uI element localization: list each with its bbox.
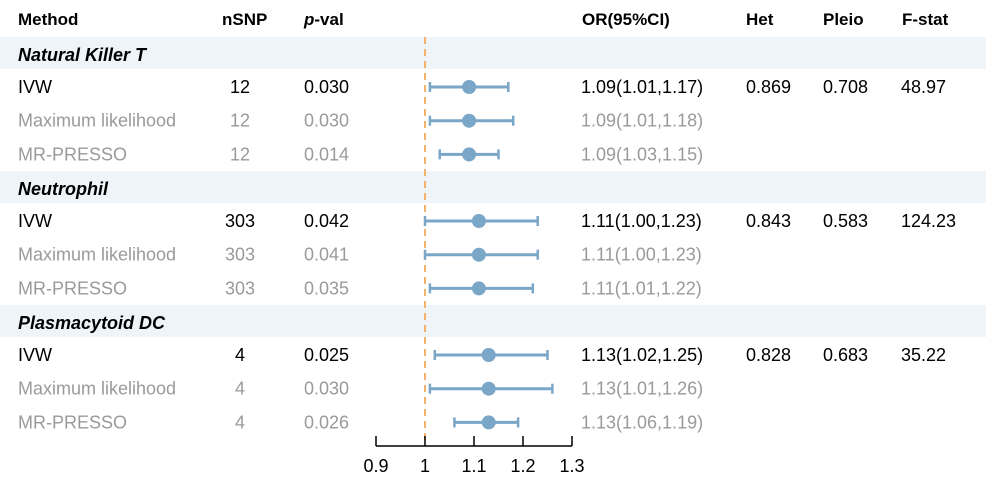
row-or-ci: 1.11(1.00,1.23) (581, 245, 702, 265)
row-or-ci: 1.11(1.00,1.23) (581, 211, 702, 231)
point-estimate (471, 214, 486, 228)
row-pval: 0.030 (304, 77, 349, 97)
row-or-ci: 1.13(1.01,1.26) (581, 379, 703, 399)
row-nsnp: 303 (225, 278, 255, 298)
row-het: 0.843 (746, 211, 791, 231)
row-nsnp: 4 (235, 412, 245, 432)
row-pval: 0.014 (304, 144, 349, 164)
row-nsnp: 303 (225, 211, 255, 231)
header-pval: p-val (303, 10, 344, 29)
estimate-marks (423, 80, 554, 430)
header-pleio: Pleio (823, 10, 864, 29)
header-pval-p: p (303, 10, 314, 29)
header-nsnp: nSNP (222, 10, 267, 29)
row-method: IVW (18, 77, 52, 97)
group-band (0, 305, 986, 337)
row-pval: 0.042 (304, 211, 349, 231)
point-estimate (481, 381, 496, 396)
row-pleio: 0.683 (823, 345, 868, 365)
x-tick-label: 1.3 (559, 456, 584, 476)
group-band (0, 37, 986, 69)
point-estimate (471, 247, 486, 262)
x-tick-label: 1.1 (461, 456, 486, 476)
row-or-ci: 1.09(1.03,1.15) (581, 144, 703, 164)
row-fstat: 48.97 (901, 77, 946, 97)
point-estimate (481, 348, 496, 362)
row-nsnp: 12 (230, 111, 250, 131)
table-body: Natural Killer T IVW 12 0.030 1.09(1.01,1.17… (18, 45, 956, 432)
row-nsnp: 12 (230, 77, 250, 97)
row-or-ci: 1.09(1.01,1.17) (581, 77, 703, 97)
row-het: 0.828 (746, 345, 791, 365)
row-or-ci: 1.13(1.02,1.25) (581, 345, 703, 365)
row-method: MR-PRESSO (18, 144, 127, 164)
row-pval: 0.030 (304, 379, 349, 399)
point-estimate (462, 113, 477, 128)
group-bands (0, 37, 986, 337)
point-estimate (462, 147, 477, 162)
row-pleio: 0.708 (823, 77, 868, 97)
row-method: Maximum likelihood (18, 245, 176, 265)
row-nsnp: 12 (230, 144, 250, 164)
point-estimate (462, 80, 477, 94)
row-method: MR-PRESSO (18, 412, 127, 432)
header-method: Method (18, 10, 78, 29)
row-pval: 0.025 (304, 345, 349, 365)
x-axis: 0.9 1 1.1 1.2 1.3 (363, 436, 585, 476)
row-method: Maximum likelihood (18, 111, 176, 131)
x-tick-label: 1 (420, 456, 430, 476)
row-or-ci: 1.13(1.06,1.19) (581, 412, 703, 432)
group-label: Neutrophil (18, 179, 109, 199)
row-pval: 0.026 (304, 412, 349, 432)
row-fstat: 35.22 (901, 345, 946, 365)
row-pval: 0.035 (304, 278, 349, 298)
group-label: Plasmacytoid DC (18, 313, 166, 333)
group-band (0, 171, 986, 203)
x-tick-label: 1.2 (510, 456, 535, 476)
header-het: Het (746, 10, 774, 29)
row-or-ci: 1.09(1.01,1.18) (581, 111, 703, 131)
row-method: Maximum likelihood (18, 379, 176, 399)
row-pval: 0.041 (304, 245, 349, 265)
row-nsnp: 4 (235, 379, 245, 399)
header-fstat: F-stat (902, 10, 949, 29)
row-pval: 0.030 (304, 111, 349, 131)
header-or: OR(95%CI) (582, 10, 670, 29)
group-label: Natural Killer T (18, 45, 148, 65)
row-method: IVW (18, 345, 52, 365)
row-nsnp: 4 (235, 345, 245, 365)
header-pval-rest: -val (314, 10, 343, 29)
row-pleio: 0.583 (823, 211, 868, 231)
point-estimate (471, 281, 486, 296)
row-nsnp: 303 (225, 245, 255, 265)
row-or-ci: 1.11(1.01,1.22) (581, 278, 702, 298)
x-tick-label: 0.9 (363, 456, 388, 476)
row-fstat: 124.23 (901, 211, 956, 231)
row-method: MR-PRESSO (18, 278, 127, 298)
header-row: Method nSNP p-val OR(95%CI) Het Pleio F-… (18, 10, 949, 29)
row-method: IVW (18, 211, 52, 231)
row-het: 0.869 (746, 77, 791, 97)
point-estimate (481, 415, 496, 430)
